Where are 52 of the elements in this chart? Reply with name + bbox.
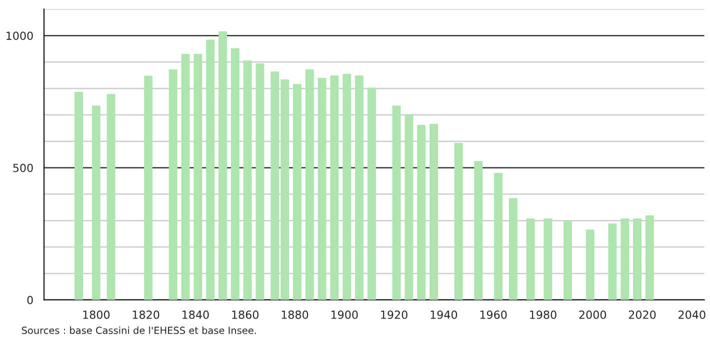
x-tick-label: 2040 — [678, 310, 706, 319]
bar — [305, 69, 314, 300]
bar — [293, 84, 302, 300]
bar — [318, 78, 326, 300]
bar — [106, 94, 116, 300]
bar — [74, 92, 83, 300]
bar — [608, 224, 617, 300]
bar — [181, 54, 190, 300]
bar — [430, 124, 438, 300]
bar — [474, 161, 483, 300]
bar — [633, 218, 642, 300]
bar — [417, 124, 426, 300]
y-tick-label: 1000 — [6, 32, 33, 40]
bar — [168, 69, 178, 300]
bar — [243, 60, 252, 300]
bar — [392, 106, 401, 300]
bar — [620, 218, 630, 300]
bar — [404, 114, 414, 300]
x-tick-label: 1820 — [132, 310, 160, 319]
x-tick-label: 1840 — [182, 310, 209, 319]
bar — [92, 106, 100, 300]
bar — [194, 54, 202, 300]
source-note: Sources : base Cassini de l'EHESS et base Insee. — [22, 326, 256, 334]
x-tick-label: 1920 — [381, 310, 408, 319]
x-tick-label: 1940 — [430, 310, 458, 319]
bar — [342, 74, 352, 300]
bar — [564, 220, 572, 300]
bar — [206, 40, 215, 300]
bar — [454, 142, 463, 300]
bar — [645, 215, 654, 300]
bar — [355, 76, 364, 300]
bar — [494, 173, 503, 300]
bar — [330, 76, 339, 300]
bar — [256, 63, 264, 300]
x-tick-label: 1880 — [282, 310, 308, 319]
bar — [544, 218, 552, 300]
bar — [586, 230, 594, 300]
x-tick-label: 1960 — [480, 310, 507, 319]
y-tick-label: 0 — [27, 296, 33, 304]
y-tick-label: 500 — [13, 164, 33, 172]
bar — [367, 88, 376, 300]
bar — [508, 198, 518, 300]
x-tick-label: 1860 — [232, 310, 258, 319]
bar — [230, 48, 240, 300]
x-tick-label: 1900 — [331, 310, 358, 319]
x-tick-label: 1980 — [530, 310, 556, 319]
x-tick-label: 1800 — [83, 310, 110, 319]
bar — [144, 76, 152, 300]
x-tick-label: 2000 — [579, 310, 606, 319]
bar — [218, 31, 227, 300]
bar — [526, 218, 535, 300]
x-tick-label: 2020 — [628, 310, 656, 319]
